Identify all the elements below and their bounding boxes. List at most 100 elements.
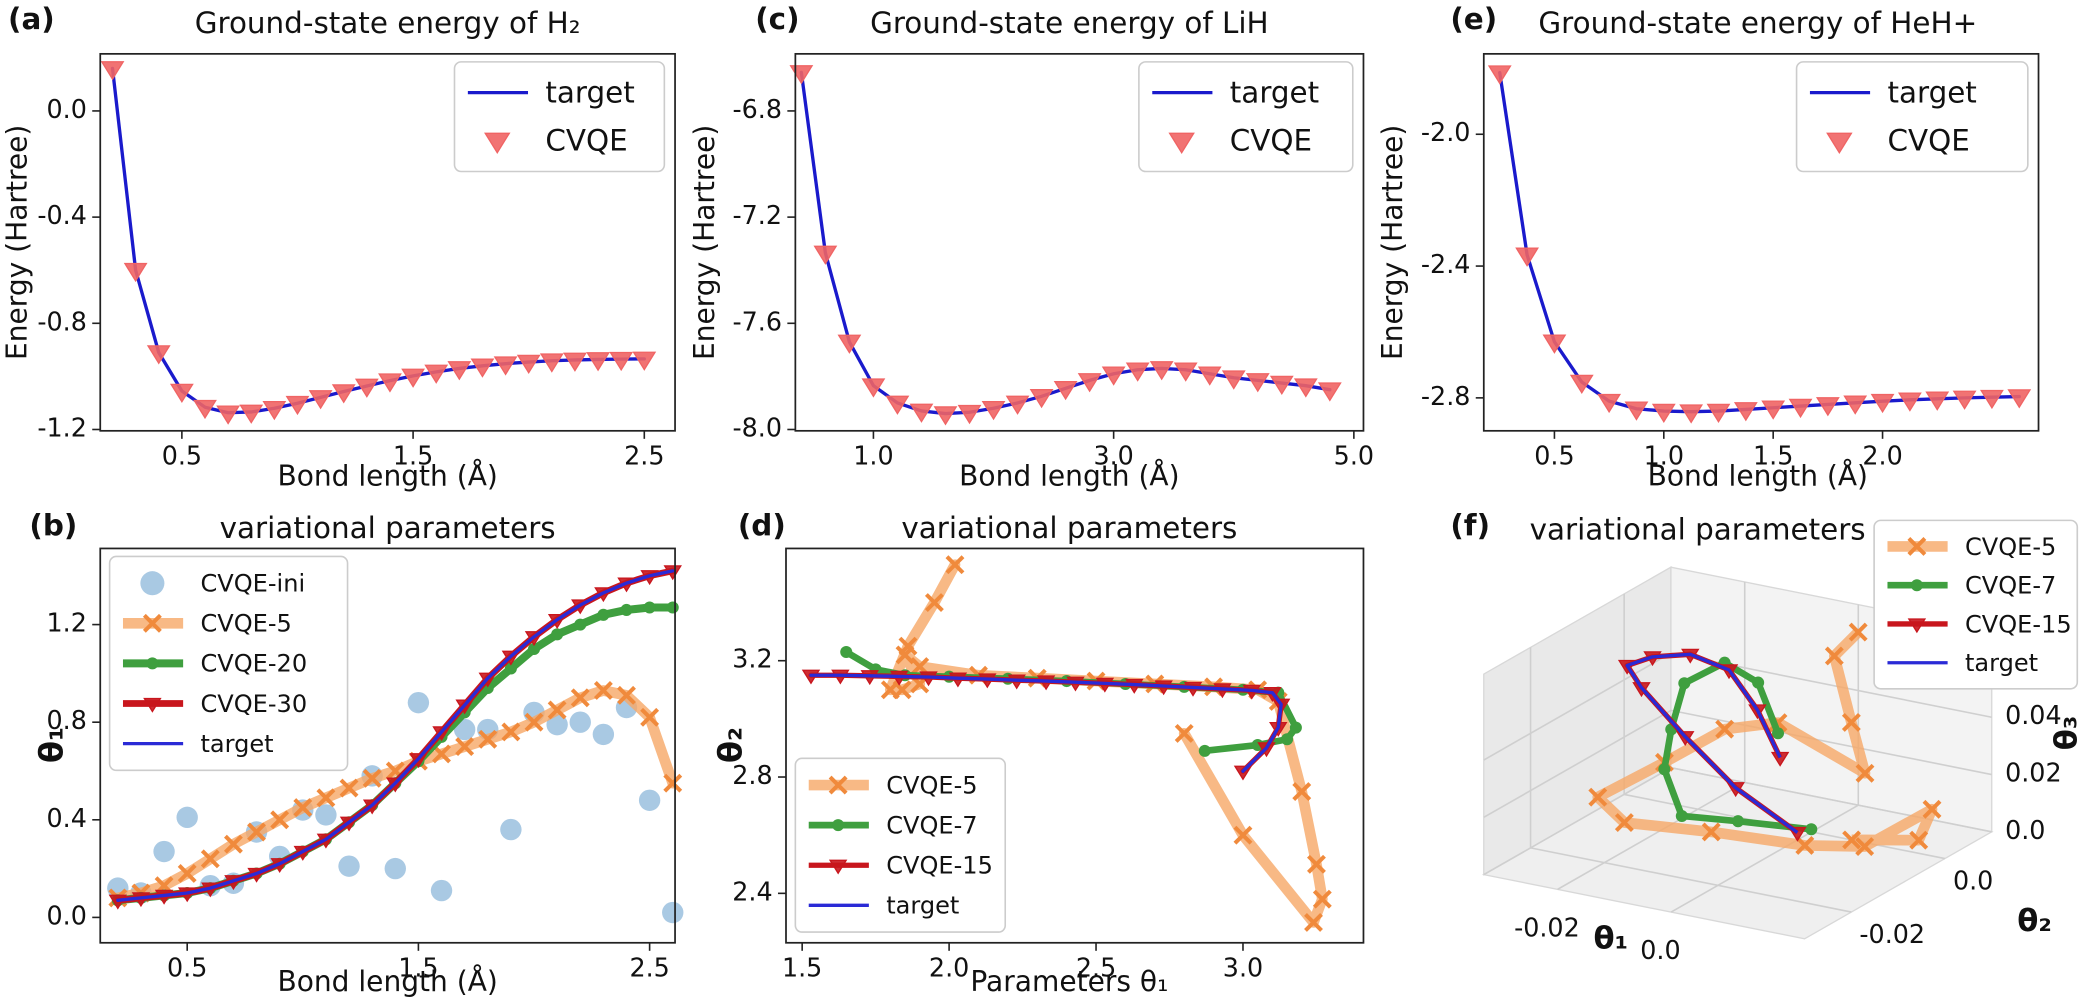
legend-label: CVQE [1230,124,1312,158]
marker [609,351,634,372]
panel-label: (b) [29,509,77,543]
series-line [809,673,1283,773]
marker [142,613,162,633]
legend-label: CVQE [545,124,627,158]
marker [1980,389,2004,410]
chart-title: Ground-state energy of H₂ [195,6,581,40]
marker [957,404,982,425]
y-tick-label: -8.0 [732,412,782,442]
y-tick-label: -7.6 [732,306,782,336]
marker [981,400,1006,421]
marker [308,390,333,410]
y-tick-label: 0.0 [1953,866,1993,896]
x-tick-label: 0.5 [1534,441,1574,471]
marker [524,712,544,732]
marker [1658,763,1671,776]
marker [945,555,965,575]
x-tick-label: 3.0 [1093,441,1133,471]
marker [285,395,310,416]
chart-title: variational parameters [901,511,1237,545]
legend-box [1138,61,1354,173]
marker [1848,622,1868,642]
marker [1855,763,1875,783]
marker [620,603,633,616]
grid-line [1483,709,1672,819]
x-tick-label: 1.5 [1753,441,1793,471]
marker [593,681,613,700]
marker [1678,677,1691,690]
marker [1251,739,1264,752]
marker [1281,733,1294,746]
marker [1815,397,1840,417]
marker [924,593,944,612]
marker [223,834,243,854]
marker [169,383,194,403]
marker [1922,799,1942,819]
marker [316,788,336,808]
marker [1733,402,1758,422]
marker [638,789,661,811]
marker [1515,247,1539,267]
marker [597,608,610,621]
marker [1788,398,1813,419]
marker [153,840,175,863]
legend-box [453,61,666,173]
marker [885,395,910,415]
marker [861,378,886,398]
marker [551,628,564,641]
marker [1898,392,1922,412]
y-tick-label: -2.8 [1421,381,1471,411]
marker [1706,403,1731,424]
chart-title: variational parameters [1530,513,1866,547]
z-axis-label: θ₃ [2048,716,2084,751]
marker [828,775,848,795]
marker [1824,646,1844,666]
x-tick-label: 5.0 [1334,441,1374,471]
marker [1149,361,1174,381]
marker [1293,378,1318,398]
y-axis-label: θ₂ [2017,903,2052,939]
marker [1542,334,1567,354]
marker [1233,825,1253,845]
panel-label: (c) [755,2,799,36]
marker [453,718,476,741]
legend-label: target [201,730,274,758]
plot-frame [794,52,1365,432]
marker [1843,395,1868,415]
marker [1715,719,1735,739]
y-tick-label: 1.2 [47,608,87,638]
marker [1907,537,1927,556]
y-tick-label: 2.8 [732,760,772,790]
marker [933,406,958,426]
marker [176,806,198,829]
marker [1307,854,1326,874]
marker [1077,373,1102,393]
marker [1053,381,1078,401]
x-tick-label: 1.5 [398,953,438,983]
legend-box [794,757,1007,933]
z-tick-label: 0.02 [2005,758,2062,788]
plot-frame [1482,52,2040,432]
marker [539,353,564,373]
x-tick-label: 3.0 [1223,953,1263,983]
marker [424,364,449,384]
marker [1168,132,1195,155]
marker [1770,751,1790,767]
z-tick-label: 0.0 [2005,815,2045,845]
marker [1292,782,1312,802]
marker [1588,787,1608,807]
grid-line [1483,766,1672,876]
marker [832,819,845,832]
marker [1855,837,1875,856]
legend-label: CVQE-7 [886,811,977,839]
marker [1005,395,1030,415]
marker [574,618,587,631]
marker [1907,618,1927,634]
marker [293,798,313,818]
x-axis-label: Bond length (Å) [1648,459,1868,493]
marker [663,773,683,793]
marker [828,859,848,875]
x-tick-label: 2.0 [929,953,969,983]
x-axis-label: θ₁ [1593,921,1628,957]
marker [339,778,359,798]
